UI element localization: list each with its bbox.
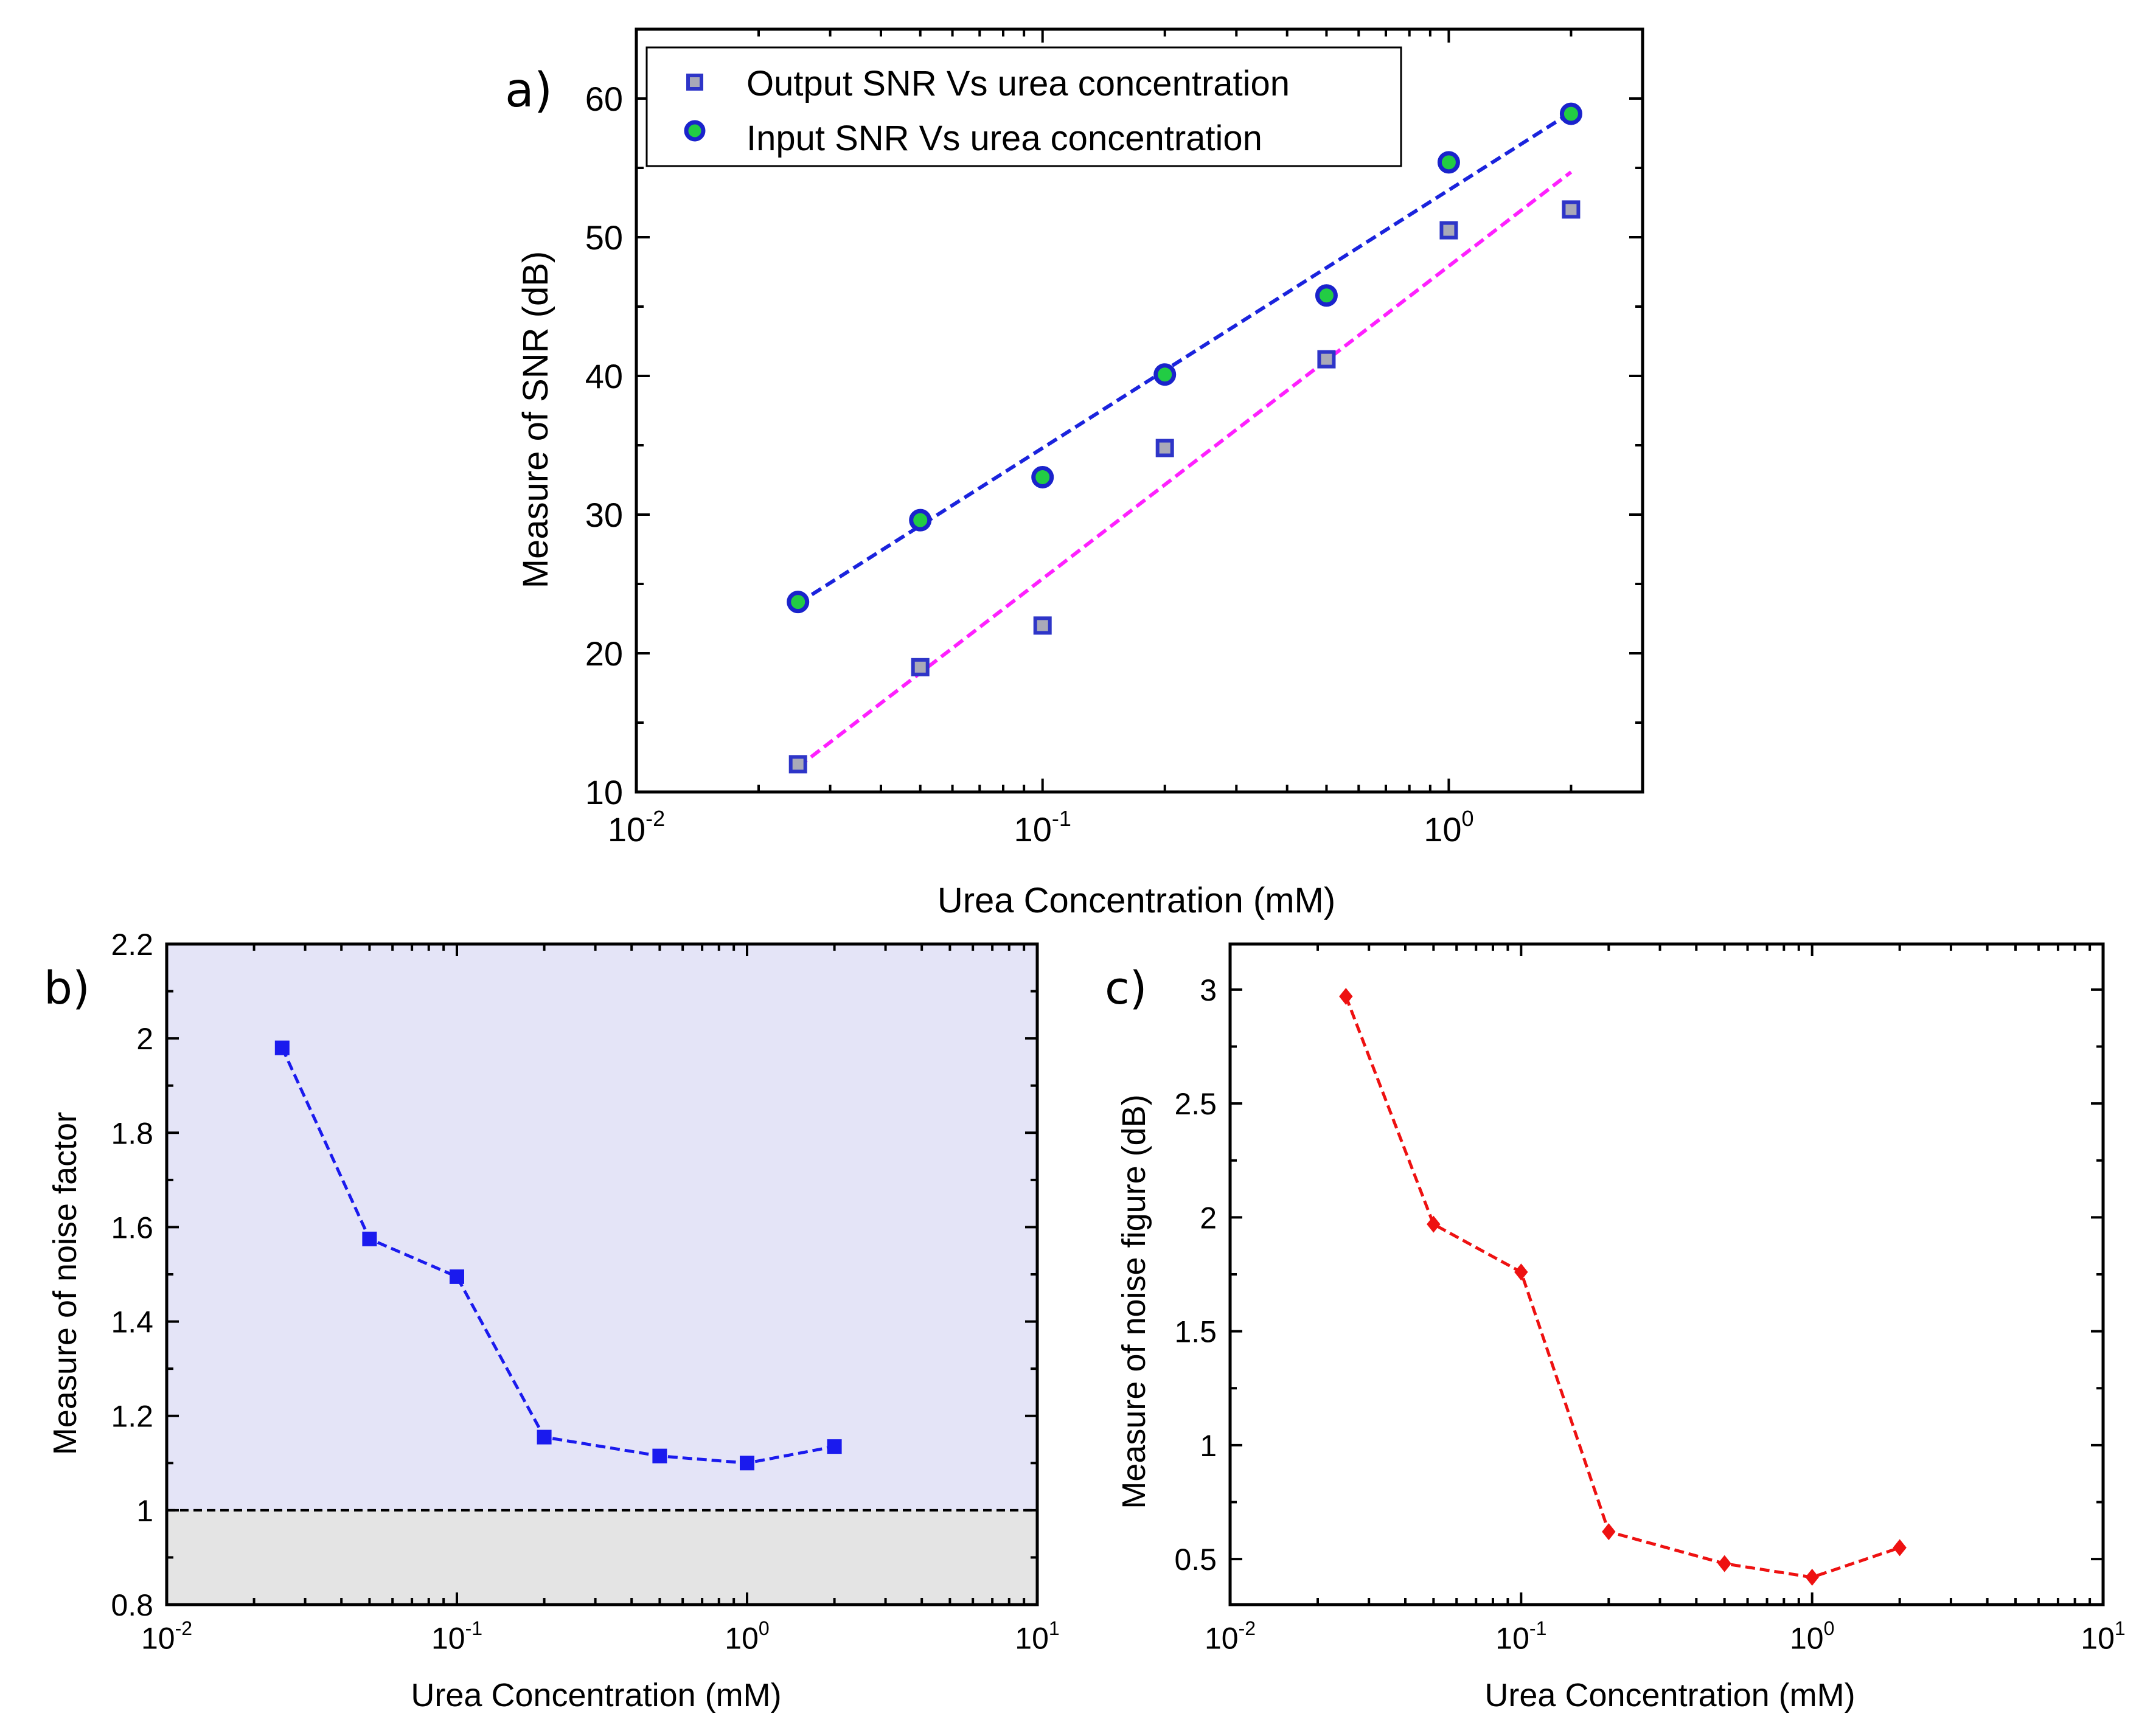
data-point [1315, 284, 1338, 307]
x-tick-label: 10-2 [1205, 1617, 1256, 1656]
data-point [909, 509, 932, 532]
y-tick-label: 2 [136, 1022, 153, 1056]
data-point [1439, 221, 1458, 240]
x-tick-label: 100 [1790, 1617, 1834, 1656]
x-tick-label: 10-2 [608, 806, 665, 849]
data-point [1031, 465, 1054, 488]
panel-a-legend: Output SNR Vs urea concentration Input S… [645, 46, 1402, 167]
data-point [911, 658, 930, 676]
panel-a-snr-chart: a) 10-2 10-1 100 10 20 30 40 50 60 Urea Concentr… [505, 27, 1644, 920]
y-tick-label: 3 [1200, 973, 1217, 1007]
data-point [1717, 1555, 1731, 1572]
data-point [788, 755, 807, 774]
x-tick-label: 101 [2081, 1617, 2125, 1656]
x-tick-label: 100 [725, 1617, 769, 1656]
x-tick-label: 10-1 [431, 1617, 482, 1656]
y-tick-label: 1 [136, 1494, 153, 1528]
data-point [740, 1456, 754, 1471]
data-point [537, 1429, 552, 1445]
legend-output-marker [686, 74, 703, 91]
panel-b-x-axis-title: Urea Concentration (mM) [411, 1677, 781, 1713]
data-point [1153, 363, 1177, 386]
x-tick-label: 101 [1015, 1617, 1059, 1656]
data-point [787, 591, 810, 614]
y-tick-label: 0.5 [1174, 1543, 1217, 1577]
y-tick-label: 60 [585, 80, 623, 118]
region-above-reference [167, 944, 1037, 1510]
data-point [1893, 1539, 1907, 1557]
data-point [1339, 988, 1353, 1005]
y-tick-label: 1.2 [111, 1400, 153, 1434]
y-tick-label: 40 [585, 357, 623, 395]
y-tick-label: 2.5 [1174, 1087, 1217, 1121]
panel-c-x-axis-title: Urea Concentration (mM) [1484, 1677, 1855, 1713]
data-point [652, 1448, 667, 1463]
panel-b-y-axis-title: Measure of noise factor [47, 1112, 83, 1455]
x-tick-label: 100 [1424, 806, 1473, 849]
data-point [1805, 1569, 1819, 1586]
data-point [1562, 200, 1581, 219]
data-point [274, 1040, 290, 1055]
plot-frame [635, 27, 1644, 794]
legend-input-marker [684, 120, 706, 142]
y-tick-label: 1.6 [111, 1210, 153, 1245]
panel-b-label: b) [44, 962, 90, 1015]
y-tick-label: 1 [1200, 1429, 1217, 1463]
y-tick-label: 2.2 [111, 928, 153, 962]
data-point [1427, 1215, 1441, 1233]
y-tick-label: 50 [585, 218, 623, 257]
data-point [1602, 1523, 1616, 1541]
data-point [450, 1269, 464, 1284]
region-below-reference [167, 1510, 1037, 1605]
panel-a-x-axis-title: Urea Concentration (mM) [937, 881, 1335, 920]
legend-input-label: Input SNR Vs urea concentration [746, 119, 1262, 158]
y-tick-label: 20 [585, 634, 623, 673]
y-tick-label: 30 [585, 496, 623, 534]
y-tick-label: 1.4 [111, 1305, 153, 1339]
legend-box [645, 46, 1402, 167]
legend-output-label: Output SNR Vs urea concentration [746, 64, 1290, 103]
y-tick-label: 2 [1200, 1201, 1217, 1235]
panel-b-noise-factor-chart: b) 10-2 10-1 100 101 0.8 1 1.2 1.4 1.6 1.8 2 2.2 Ur… [44, 928, 1060, 1713]
panel-a-label: a) [505, 63, 552, 118]
data-point [827, 1439, 842, 1454]
panel-c-y-axis-title: Measure of noise figure (dB) [1116, 1094, 1152, 1509]
data-point [1033, 616, 1052, 635]
x-tick-label: 10-2 [141, 1617, 192, 1656]
y-tick-label: 0.8 [111, 1588, 153, 1622]
data-point [1559, 102, 1582, 125]
panel-c-noise-figure-chart: c) 10-2 10-1 100 101 0.5 1 1.5 2 2.5 3 Urea Conce… [1105, 942, 2126, 1713]
data-point [1514, 1263, 1528, 1281]
data-point [1437, 151, 1460, 174]
y-tick-label: 1.5 [1174, 1315, 1217, 1349]
x-tick-label: 10-1 [1495, 1617, 1546, 1656]
data-point [1155, 439, 1174, 457]
data-point [1317, 350, 1336, 369]
y-tick-label: 10 [585, 773, 623, 811]
data-point [362, 1231, 377, 1246]
x-tick-label: 10-1 [1014, 806, 1071, 849]
panel-a-y-axis-title: Measure of SNR (dB) [516, 251, 555, 588]
fit-line [796, 170, 1573, 769]
panel-c-label: c) [1105, 962, 1147, 1015]
y-tick-label: 1.8 [111, 1116, 153, 1150]
